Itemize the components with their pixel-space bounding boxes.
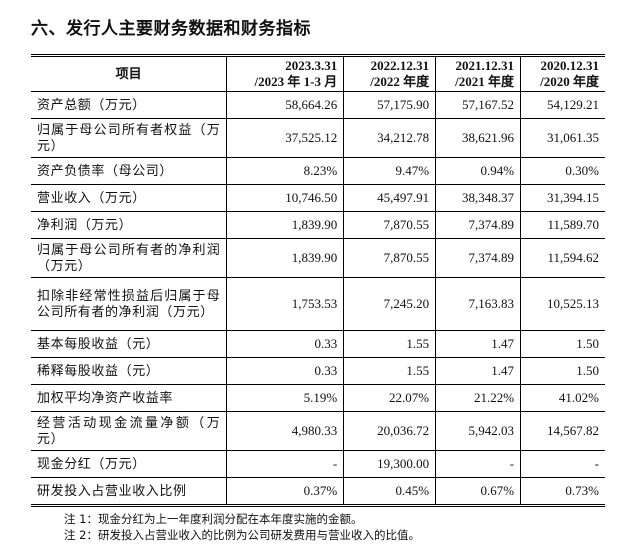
value-cell: 4,980.33 [226,411,345,451]
value-cell: 11,594.62 [520,238,605,278]
table-row: 资产负债率（母公司） 8.23% 9.47% 0.94% 0.30% [31,157,605,185]
value-cell: 1.50 [520,357,605,385]
value-cell: 38,348.37 [435,184,522,212]
value-cell: 0.33 [226,357,345,385]
table-row: 扣除非经常性损益后归属于母公司所有者的净利润（万元） 1,753.53 7,245.… [31,277,605,331]
row-label: 扣除非经常性损益后归属于母公司所有者的净利润（万元） [31,277,228,331]
table-row: 研发投入占营业收入比例 0.37% 0.45% 0.67% 0.73% [31,477,605,506]
value-cell: 31,394.15 [520,184,605,212]
value-cell: 20,036.72 [343,411,437,451]
value-cell: 1.55 [343,330,437,358]
table-row: 现金分红（万元） -19,300.00- - [31,450,605,478]
table-row: 营业收入（万元） 10,746.50 45,497.91 38,348.37 31,39… [31,184,605,212]
value-cell: 57,167.52 [435,91,522,119]
value-cell: 7,374.89 [435,211,522,239]
value-cell: 7,870.55 [343,211,437,239]
value-cell: 0.73% [520,477,605,506]
header-2020: 2020.12.31/2020 年度 [520,55,605,92]
table-row: 加权平均净资产收益率 5.19% 22.07% 21.22% 41.02% [31,384,605,412]
value-cell: 7,245.20 [343,277,437,331]
table-header-row: 项目 2023.3.31/2023 年 1-3 月 2022.12.31/202… [31,55,605,92]
note-2: 注 2：研发投入占营业收入的比例为公司研发费用与营业收入的比值。 [64,528,420,542]
value-cell: 1,839.90 [226,211,345,239]
value-cell: 54,129.21 [520,91,605,119]
value-cell: - [520,450,605,478]
value-cell: 0.45% [343,477,437,506]
value-cell: 0.30% [520,157,605,185]
value-cell: 9.47% [343,157,437,185]
table-row: 经营活动现金流量净额（万元） 4,980.33 20,036.72 5,942.03 1… [31,411,605,451]
row-label: 归属于母公司所有者的净利润（万元） [31,238,228,278]
header-line: 2021.12.31 [455,58,515,73]
header-2022: 2022.12.31/2022 年度 [343,55,437,92]
value-cell: 45,497.91 [343,184,437,212]
value-cell: 57,175.90 [343,91,437,119]
table-row: 基本每股收益（元） 0.33 1.55 1.47 1.50 [31,330,605,358]
value-cell: 1,839.90 [226,238,345,278]
header-line: /2020 年度 [540,74,599,89]
table-row: 净利润（万元） 1,839.90 7,870.55 7,374.89 11,589.70 [31,211,605,239]
value-cell: 1.47 [435,357,522,385]
value-cell: 7,374.89 [435,238,522,278]
value-cell: 1,753.53 [226,277,345,331]
table-notes: 注 1：现金分红为上一年度利润分配在本年度实施的金额。 注 2：研发投入占营业收… [64,511,605,543]
row-label: 营业收入（万元） [31,184,228,212]
value-cell: 21.22% [435,384,522,412]
value-cell: 14,567.82 [520,411,605,451]
value-cell: 37,525.12 [226,118,345,158]
value-cell: 58,664.26 [226,91,345,119]
value-cell: 5.19% [226,384,345,412]
header-line: 2020.12.31 [540,58,600,73]
header-line: 2023.3.31 [285,58,338,73]
table-row: 归属于母公司所有者的净利润（万元） 1,839.90 7,870.55 7,374.8… [31,238,605,278]
value-cell: 7,870.55 [343,238,437,278]
value-cell: 1.47 [435,330,522,358]
value-cell: 11,589.70 [520,211,605,239]
row-label: 归属于母公司所有者权益（万元） [31,118,228,158]
header-2023q1: 2023.3.31/2023 年 1-3 月 [226,55,345,92]
value-cell: 7,163.83 [435,277,522,331]
row-label: 现金分红（万元） [31,450,228,478]
row-label: 经营活动现金流量净额（万元） [31,411,228,451]
header-line: /2021 年度 [455,74,515,89]
row-label: 加权平均净资产收益率 [31,384,228,412]
value-cell: 0.33 [226,330,345,358]
value-cell: - [435,450,522,478]
value-cell: 8.23% [226,157,345,185]
row-label: 资产总额（万元） [31,91,228,119]
value-cell: 41.02% [520,384,605,412]
value-cell: 22.07% [343,384,437,412]
value-cell: 10,525.13 [520,277,605,331]
value-cell: 5,942.03 [435,411,522,451]
value-cell: 0.94% [435,157,522,185]
header-item: 项目 [31,55,228,92]
value-cell: 0.37% [226,477,345,506]
financial-data-table: 项目 2023.3.31/2023 年 1-3 月 2022.12.31/202… [31,54,605,507]
row-label: 研发投入占营业收入比例 [31,477,228,506]
header-line: /2023 年 1-3 月 [254,74,338,89]
value-cell: - [226,450,345,478]
header-line: 2022.12.31 [370,58,430,73]
value-cell: 38,621.96 [435,118,522,158]
row-label: 资产负债率（母公司） [31,157,228,185]
row-label: 净利润（万元） [31,211,228,239]
table-row: 归属于母公司所有者权益（万元） 37,525.12 34,212.78 38,621.… [31,118,605,158]
value-cell: 1.50 [520,330,605,358]
value-cell: 31,061.35 [520,118,605,158]
table-body: 资产总额（万元） 58,664.26 57,175.90 57,167.52 54,12… [31,91,605,506]
row-label: 基本每股收益（元） [31,330,228,358]
value-cell: 10,746.50 [226,184,345,212]
note-1: 注 1：现金分红为上一年度利润分配在本年度实施的金额。 [64,512,363,526]
value-cell: 34,212.78 [343,118,437,158]
value-cell: 0.67% [435,477,522,506]
table-row: 稀释每股收益（元） 0.33 1.55 1.47 1.50 [31,357,605,385]
table-row: 资产总额（万元） 58,664.26 57,175.90 57,167.52 54,12… [31,91,605,119]
header-line: /2022 年度 [370,74,430,89]
section-title: 六、发行人主要财务数据和财务指标 [31,19,311,39]
value-cell: 1.55 [343,357,437,385]
row-label: 稀释每股收益（元） [31,357,228,385]
header-2021: 2021.12.31/2021 年度 [435,55,522,92]
value-cell: 19,300.00 [343,450,437,478]
